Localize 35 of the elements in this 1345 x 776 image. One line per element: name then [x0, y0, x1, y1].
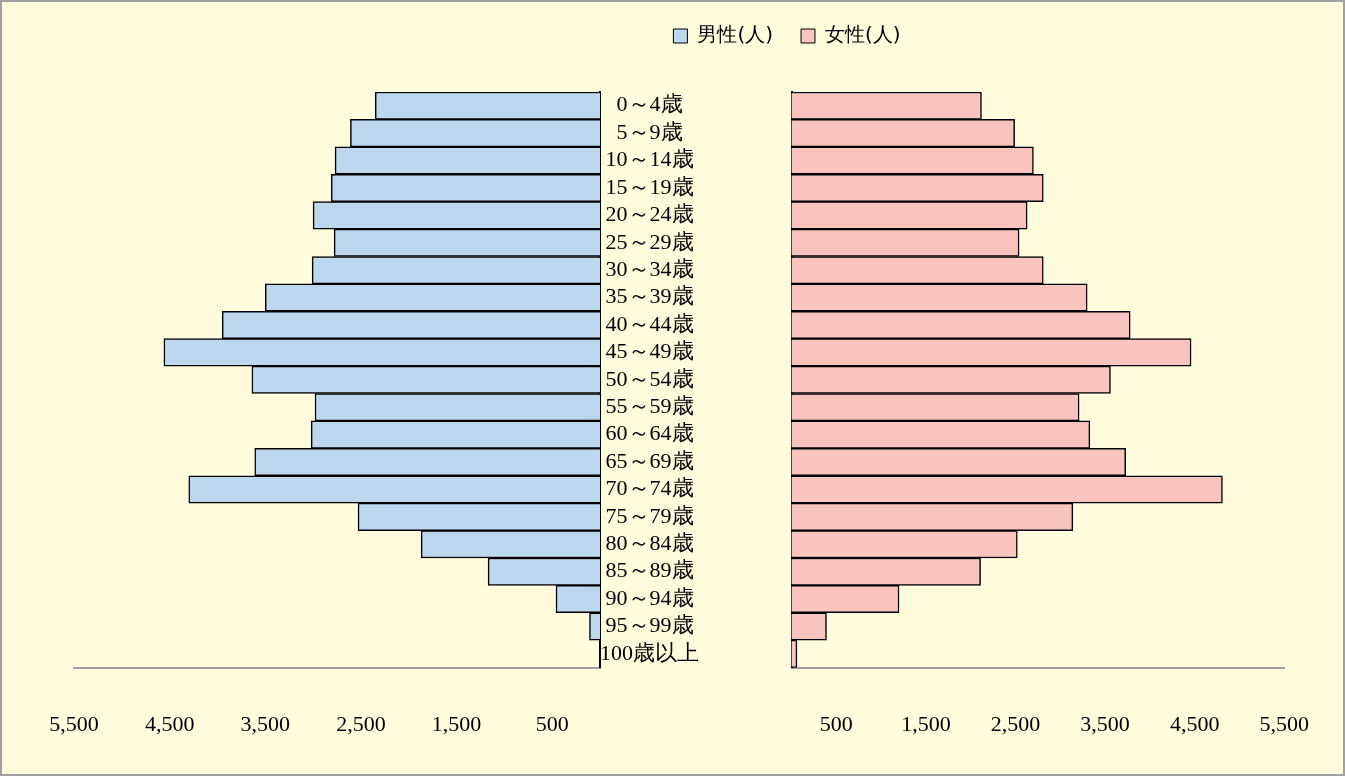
y-tick-label: 65～69歳	[605, 447, 694, 473]
y-tick-label: 85～89歳	[605, 557, 694, 583]
y-tick-label: 75～79歳	[605, 502, 694, 528]
x-tick-label: 2,500	[990, 710, 1041, 736]
x-tick-label: 500	[819, 710, 853, 736]
y-tick-label: 100歳以上	[600, 639, 699, 665]
x-tick-label: 4,500	[144, 710, 195, 736]
y-tick-label: 15～19歳	[605, 173, 694, 199]
y-tick-label: 45～49歳	[605, 338, 694, 364]
x-tick-label: 500	[535, 710, 569, 736]
y-tick-label: 60～64歳	[605, 420, 694, 446]
x-tick-label: 1,500	[431, 710, 482, 736]
y-tick-label: 20～24歳	[605, 201, 694, 227]
y-tick-label: 30～34歳	[605, 255, 694, 281]
y-tick-label: 40～44歳	[605, 310, 694, 336]
y-tick-label: 5～9歳	[616, 118, 683, 144]
y-tick-label: 55～59歳	[605, 392, 694, 418]
y-tick-label: 25～29歳	[605, 228, 694, 254]
y-tick-label: 95～99歳	[605, 612, 694, 638]
x-tick-label: 3,500	[240, 710, 291, 736]
y-tick-label: 80～84歳	[605, 530, 694, 556]
y-tick-label: 35～39歳	[605, 283, 694, 309]
y-tick-label: 70～74歳	[605, 475, 694, 501]
legend-label: 女性(人)	[825, 22, 901, 47]
y-tick-label: 0～4歳	[616, 91, 683, 117]
x-tick-label: 4,500	[1169, 710, 1220, 736]
x-tick-label: 1,500	[901, 710, 951, 736]
y-tick-label: 90～94歳	[605, 584, 694, 610]
legend-label: 男性(人)	[697, 22, 773, 47]
x-tick-label: 5,500	[49, 710, 99, 736]
y-tick-label: 10～14歳	[605, 146, 694, 172]
x-tick-label: 2,500	[336, 710, 386, 736]
y-tick-label: 50～54歳	[605, 365, 694, 391]
x-tick-label: 3,500	[1080, 710, 1130, 736]
x-tick-label: 5,500	[1259, 710, 1309, 736]
